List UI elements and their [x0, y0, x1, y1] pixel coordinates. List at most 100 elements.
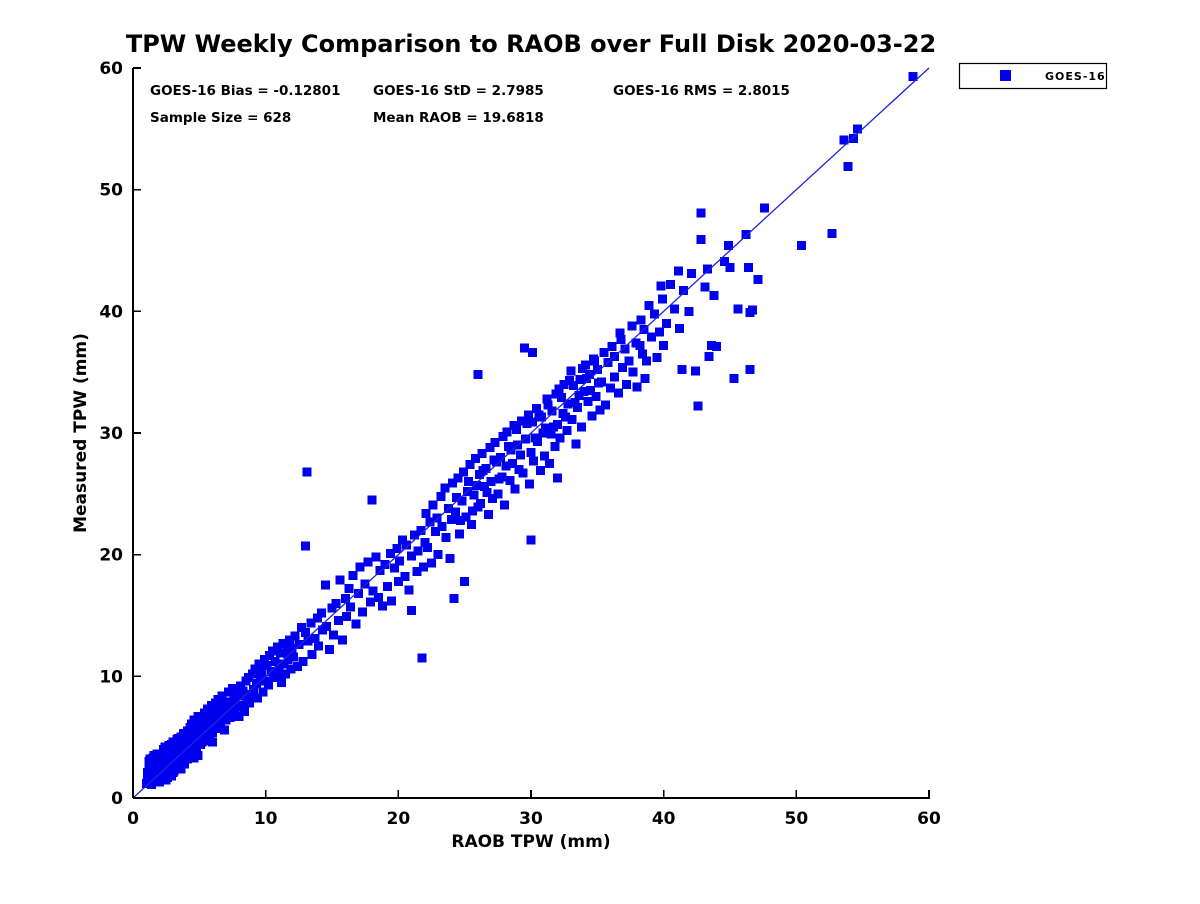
- data-point: [275, 648, 285, 658]
- data-point: [425, 517, 435, 527]
- data-point: [562, 426, 572, 436]
- data-point: [400, 572, 410, 582]
- data-point: [392, 544, 402, 554]
- x-tick-label: 30: [519, 809, 543, 829]
- data-point: [729, 373, 739, 383]
- data-point: [571, 439, 581, 449]
- data-point: [448, 478, 458, 488]
- data-point: [546, 429, 556, 439]
- data-point: [720, 257, 730, 266]
- data-point: [675, 323, 685, 333]
- data-point: [212, 713, 222, 723]
- data-point: [294, 640, 304, 650]
- data-point: [592, 365, 602, 375]
- data-point: [453, 473, 463, 483]
- data-point: [273, 642, 283, 652]
- data-point: [827, 229, 837, 238]
- data-point: [614, 388, 624, 398]
- data-point: [253, 693, 263, 703]
- data-point: [677, 365, 687, 375]
- data-point: [839, 135, 849, 145]
- data-point: [500, 500, 509, 510]
- data-point: [600, 400, 610, 410]
- data-point: [848, 134, 858, 144]
- data-point: [537, 412, 547, 422]
- data-point: [595, 405, 605, 415]
- data-point: [301, 541, 310, 551]
- data-point: [510, 484, 520, 494]
- data-point: [217, 691, 227, 701]
- data-point: [702, 264, 712, 274]
- data-point: [297, 623, 306, 633]
- data-point: [741, 230, 751, 240]
- data-point: [420, 538, 430, 547]
- data-point: [542, 394, 552, 404]
- data-point: [488, 494, 497, 504]
- data-point: [367, 495, 377, 505]
- data-point: [580, 360, 590, 370]
- data-point: [446, 514, 456, 524]
- data-point: [440, 483, 450, 493]
- data-point: [236, 681, 245, 691]
- data-point: [515, 450, 525, 460]
- data-point: [655, 327, 665, 337]
- data-point: [421, 508, 431, 518]
- data-point: [485, 443, 495, 453]
- data-point: [208, 737, 218, 747]
- data-point: [383, 581, 393, 591]
- data-point: [628, 367, 638, 377]
- data-point: [355, 562, 365, 572]
- data-point: [484, 510, 493, 519]
- data-point: [693, 401, 703, 411]
- data-point: [433, 550, 443, 560]
- data-point: [271, 670, 281, 680]
- data-point: [221, 697, 231, 707]
- data-point: [679, 286, 689, 296]
- data-point: [748, 305, 758, 315]
- data-point: [468, 506, 478, 516]
- data-point: [393, 576, 403, 586]
- data-point: [616, 334, 626, 344]
- legend-label: GOES-16: [1045, 70, 1106, 83]
- data-point: [669, 304, 679, 314]
- data-point: [565, 376, 574, 386]
- data-point: [635, 340, 645, 350]
- data-point: [712, 342, 722, 352]
- data-point: [254, 659, 264, 669]
- y-tick-label: 50: [99, 181, 123, 201]
- data-point: [445, 553, 455, 563]
- data-point: [529, 456, 539, 466]
- y-tick-label: 0: [111, 789, 123, 809]
- data-point: [437, 522, 447, 532]
- data-point: [555, 433, 565, 443]
- x-tick-label: 0: [127, 809, 139, 829]
- data-point: [553, 473, 562, 483]
- data-point: [461, 512, 471, 522]
- data-point: [567, 415, 577, 425]
- data-point: [283, 654, 293, 664]
- data-point: [322, 622, 332, 631]
- data-point: [553, 420, 562, 429]
- data-point: [526, 535, 536, 545]
- data-point: [661, 319, 671, 328]
- data-point: [559, 379, 569, 389]
- x-tick-label: 10: [254, 809, 278, 829]
- data-point: [265, 651, 275, 661]
- data-point: [696, 235, 706, 244]
- data-point: [255, 674, 265, 684]
- data-point: [328, 630, 338, 640]
- data-point: [320, 580, 330, 590]
- data-point: [258, 687, 268, 697]
- scatter-points: [141, 72, 918, 790]
- data-point: [385, 548, 395, 558]
- stat-std: GOES-16 StD = 2.7985: [373, 83, 544, 99]
- data-point: [216, 718, 226, 728]
- data-point: [596, 377, 606, 387]
- data-point: [607, 342, 617, 352]
- data-point: [327, 603, 337, 613]
- data-point: [843, 162, 853, 171]
- legend-box: [958, 62, 1108, 90]
- data-point: [458, 467, 468, 477]
- data-point: [363, 557, 373, 567]
